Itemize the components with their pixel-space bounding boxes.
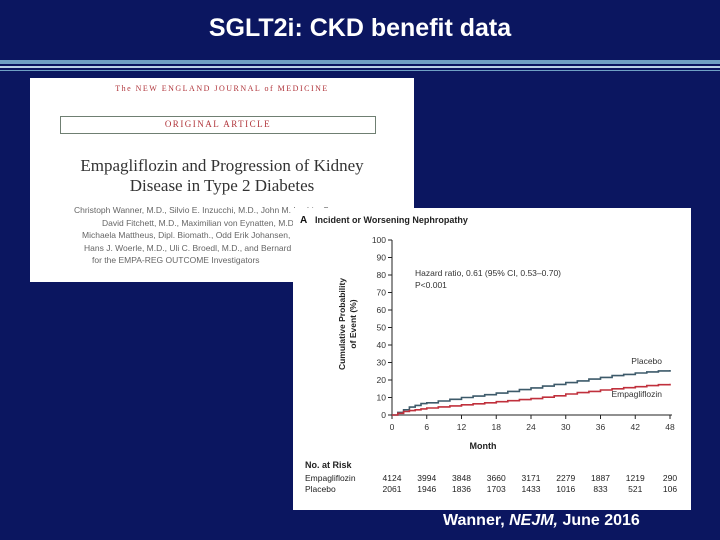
y-tick-label: 100 [372,235,386,245]
y-tick-label: 20 [377,375,387,385]
x-tick-label: 30 [561,422,571,432]
at-risk-value: 1016 [556,484,575,494]
series-lines: Placebo Empagliflozin [392,356,671,416]
chart-axes: 0 10 20 30 40 50 60 70 80 90 100 0 6 12 18 24 30 36 42 48 [372,235,675,432]
citation: Wanner, NEJM, June 2016 [443,512,640,530]
author-list: Christoph Wanner, M.D., Silvio E. Inzucc… [70,204,330,267]
at-risk-row-label: Empagliflozin [305,473,356,483]
article-title: Empagliflozin and Progression of Kidney … [30,156,414,196]
title-divider-highlight [0,66,720,68]
series-line-placebo [392,370,671,416]
panel-label: A [300,215,307,226]
at-risk-value: 290 [663,473,677,483]
at-risk-value: 1433 [522,484,541,494]
article-title-line: Empagliflozin and Progression of Kidney [80,156,364,175]
y-axis-label: of Event (%) [348,299,358,348]
x-tick-label: 36 [596,422,606,432]
y-tick-label: 30 [377,358,387,368]
kaplan-meier-chart: A Incident or Worsening Nephropathy Haza… [300,215,678,494]
at-risk-value: 1887 [591,473,610,483]
at-risk-value: 521 [628,484,642,494]
paper-header-image: The NEW ENGLAND JOURNAL of MEDICINE ORIG… [30,78,414,282]
slide-title: SGLT2i: CKD benefit data [208,14,512,42]
citation-journal: NEJM, [509,512,558,529]
journal-name: The NEW ENGLAND JOURNAL of MEDICINE [115,84,329,93]
x-axis-label: Month [470,441,497,451]
series-label: Empagliflozin [611,389,662,399]
citation-author: Wanner, [443,512,510,529]
chart-title: Incident or Worsening Nephropathy [315,215,468,225]
x-tick-label: 0 [390,422,395,432]
at-risk-header: No. at Risk [305,460,353,470]
article-title-line: Disease in Type 2 Diabetes [129,176,315,195]
author-line: Hans J. Woerle, M.D., Uli C. Broedl, M.D… [84,242,330,253]
y-axis-label: Cumulative Probability [337,278,347,370]
at-risk-value: 3171 [522,473,541,483]
title-divider-thin [0,70,720,71]
author-line: Michaela Mattheus, Dipl. Biomath., Odd E… [82,230,314,240]
at-risk-value: 2279 [556,473,575,483]
kaplan-meier-figure: A Incident or Worsening Nephropathy Haza… [293,208,691,510]
p-value-annotation: P<0.001 [415,280,447,290]
x-tick-label: 48 [665,422,675,432]
at-risk-value: 3994 [417,473,436,483]
at-risk-values: 4124 3994 3848 3660 3171 2279 1887 1219 290 2061 1… [383,473,678,494]
y-tick-label: 50 [377,323,387,333]
at-risk-row-label: Placebo [305,484,336,494]
at-risk-value: 1946 [417,484,436,494]
at-risk-value: 833 [593,484,607,494]
x-tick-label: 12 [457,422,467,432]
author-line: David Fitchett, M.D., Maximilian von Eyn… [102,217,299,228]
at-risk-value: 106 [663,484,677,494]
hazard-ratio-annotation: Hazard ratio, 0.61 (95% CI, 0.53–0.70) [415,268,561,278]
y-tick-label: 70 [377,288,387,298]
x-tick-label: 24 [526,422,536,432]
at-risk-value: 1703 [487,484,506,494]
author-line: Christoph Wanner, M.D., Silvio E. Inzucc… [74,205,330,215]
y-tick-label: 40 [377,340,387,350]
at-risk-value: 4124 [383,473,402,483]
at-risk-value: 3848 [452,473,471,483]
at-risk-value: 2061 [383,484,402,494]
x-tick-label: 42 [631,422,641,432]
series-line-empagliflozin [392,383,671,416]
y-tick-label: 60 [377,305,387,315]
author-line: for the EMPA-REG OUTCOME Investigators [92,255,260,265]
y-tick-label: 10 [377,393,387,403]
at-risk-value: 1836 [452,484,471,494]
x-tick-label: 6 [424,422,429,432]
title-divider [0,60,720,64]
citation-date: June 2016 [558,512,640,529]
series-label: Placebo [631,356,662,366]
at-risk-value: 3660 [487,473,506,483]
article-type-label: ORIGINAL ARTICLE [164,119,272,129]
at-risk-value: 1219 [626,473,645,483]
y-tick-label: 80 [377,270,387,280]
y-tick-label: 0 [381,410,386,420]
x-tick-label: 18 [492,422,502,432]
y-tick-label: 90 [377,253,387,263]
article-type-box: ORIGINAL ARTICLE [60,116,376,134]
